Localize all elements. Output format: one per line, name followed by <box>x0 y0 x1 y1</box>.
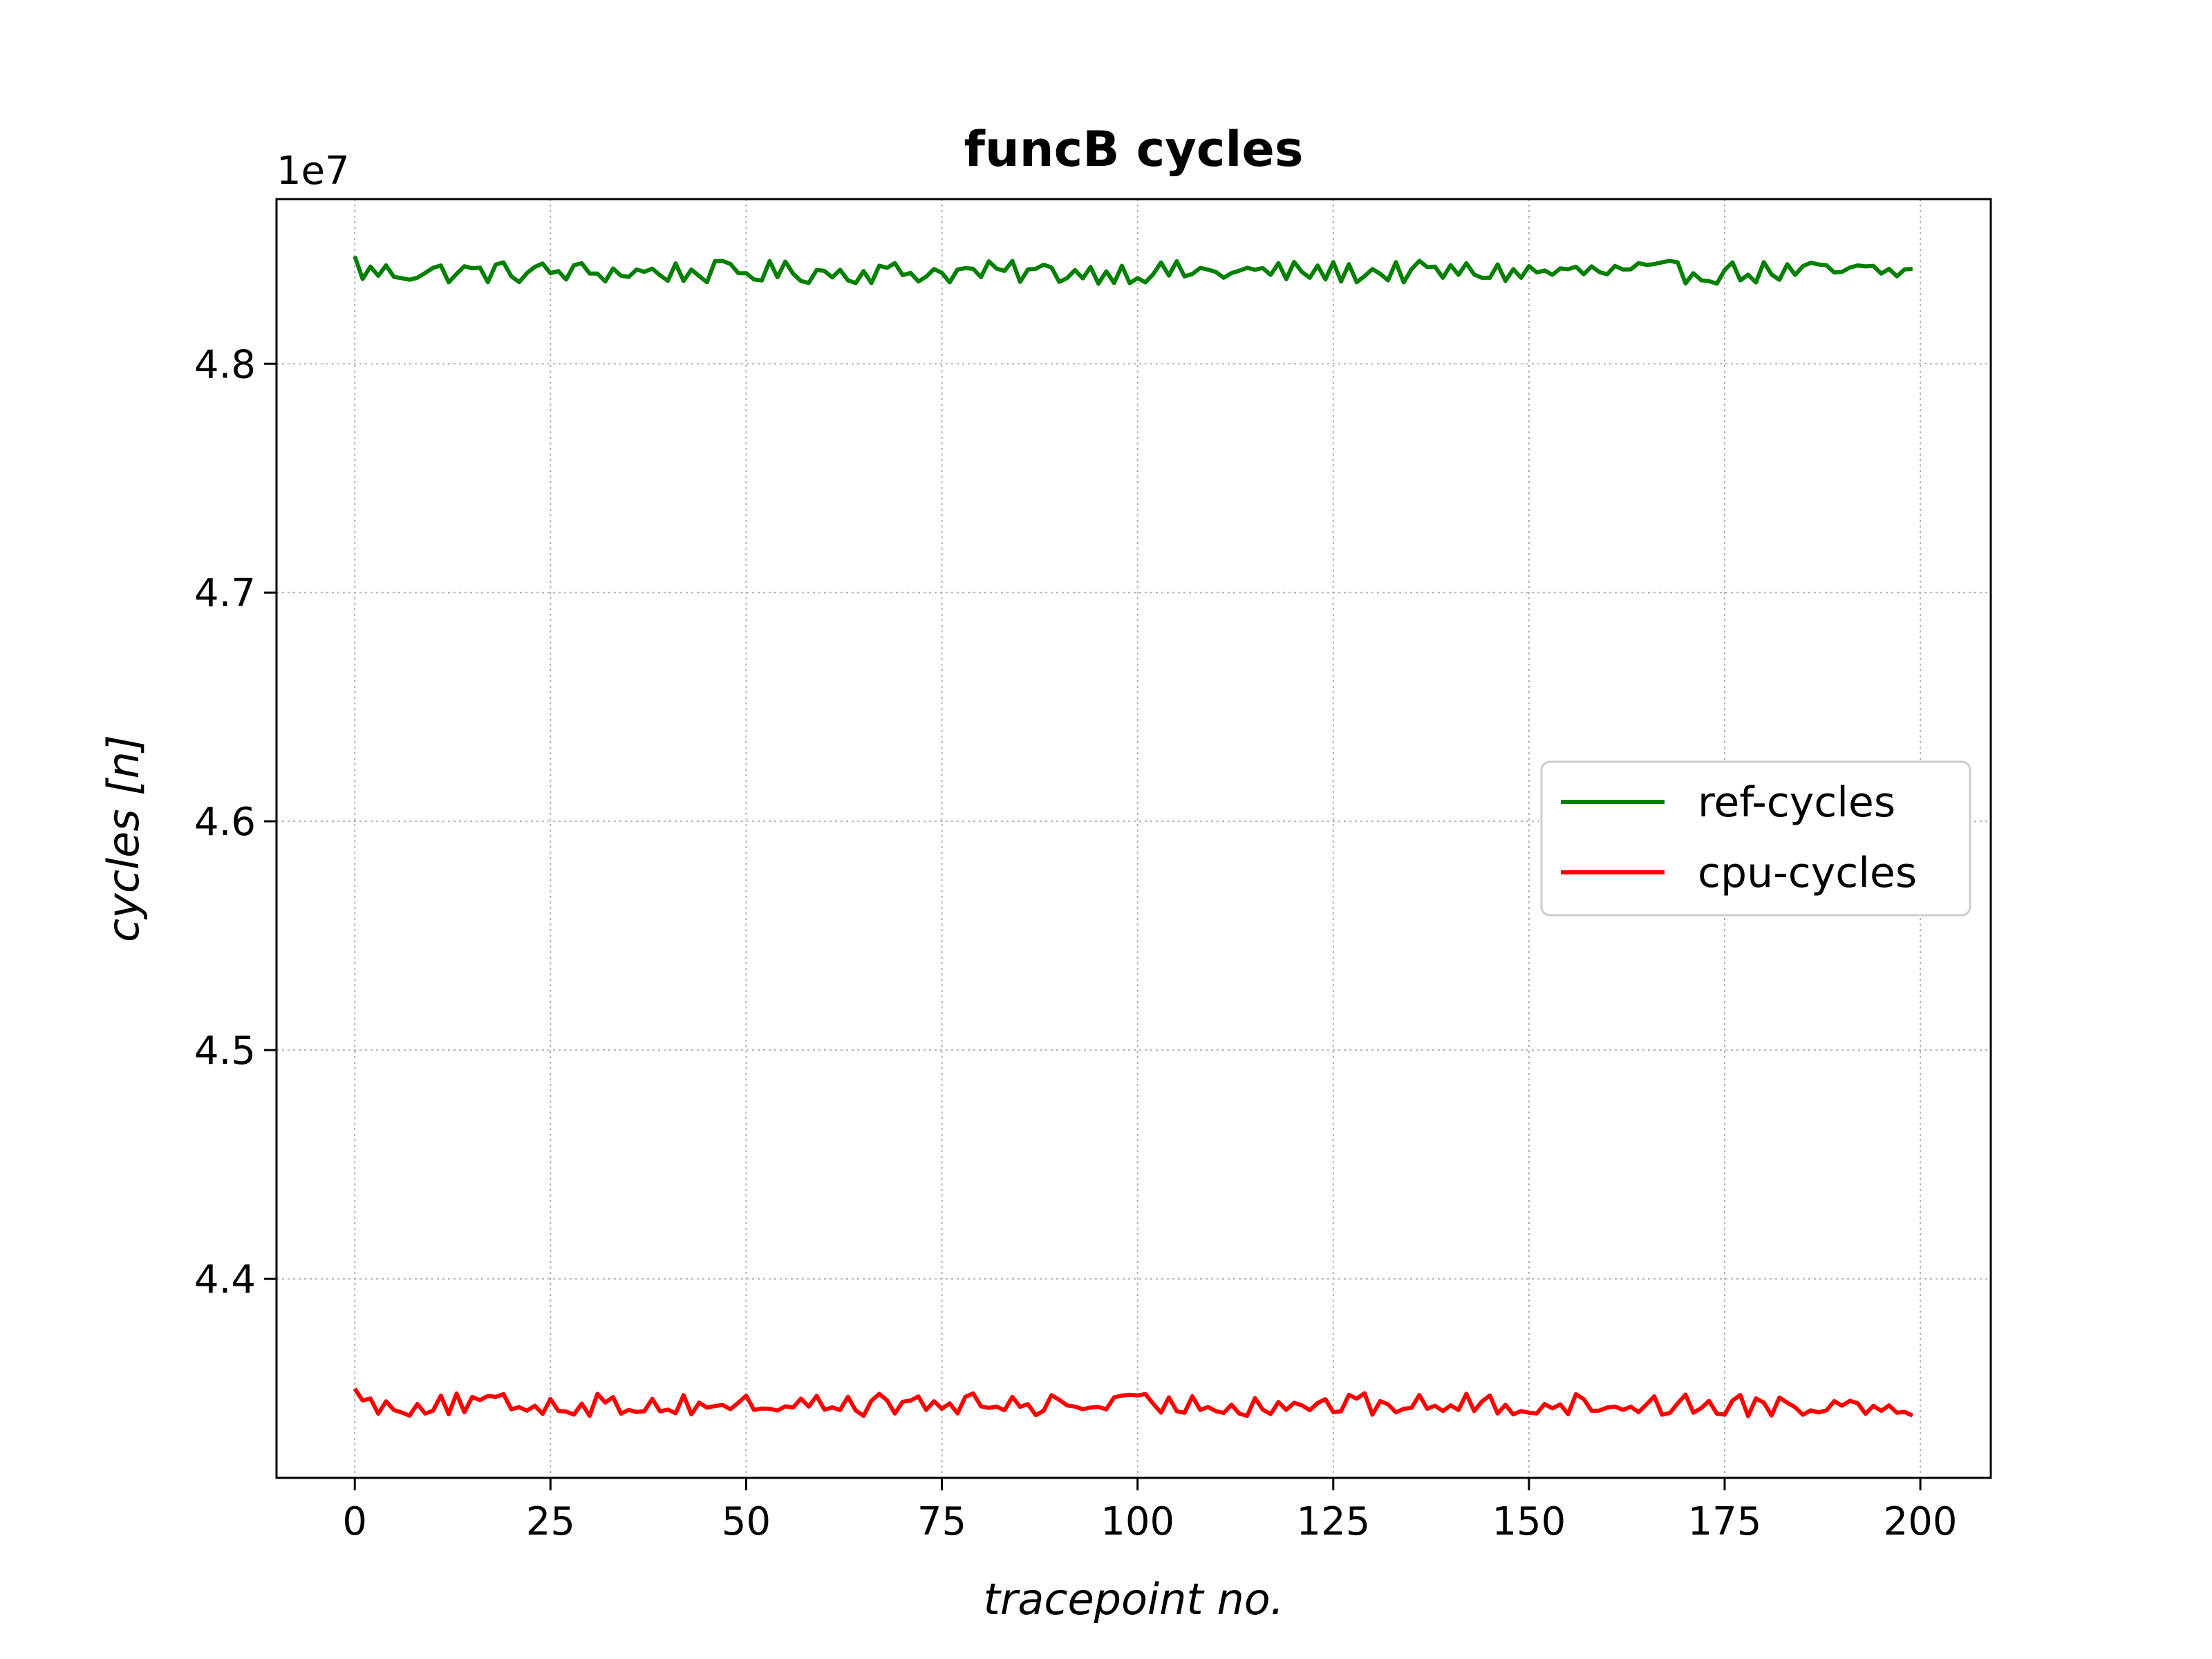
x-tick-label: 200 <box>1884 1499 1958 1544</box>
series-line-cpu-cycles <box>353 1387 1914 1418</box>
grid <box>276 199 1991 1478</box>
x-tick-label: 0 <box>342 1499 367 1544</box>
x-axis-label: tracepoint no. <box>984 1574 1284 1624</box>
x-tick-label: 75 <box>917 1499 966 1544</box>
x-tick-label: 25 <box>526 1499 575 1544</box>
plot-frame <box>275 198 1992 1479</box>
axis-ticks: 0 25 50 75 100 125 150 175 200 4.4 4.5 4.6 4.7 4.8 <box>194 342 1958 1544</box>
series-line-ref-cycles <box>353 255 1913 286</box>
series-layer <box>353 255 1914 1418</box>
x-tick-label: 150 <box>1492 1499 1566 1544</box>
legend-label-cpu-cycles: cpu-cycles <box>1698 849 1917 897</box>
x-tick-label: 175 <box>1688 1499 1762 1544</box>
y-tick-label: 4.7 <box>194 571 256 616</box>
x-tick-label: 50 <box>722 1499 771 1544</box>
x-tick-label: 100 <box>1100 1499 1174 1544</box>
y-axis-label: cycles [n] <box>98 735 149 942</box>
y-tick-label: 4.4 <box>194 1257 256 1302</box>
y-tick-label: 4.6 <box>194 800 256 845</box>
legend-label-ref-cycles: ref-cycles <box>1698 778 1895 827</box>
y-tick-label: 4.5 <box>194 1029 256 1074</box>
y-offset-label: 1e7 <box>276 149 350 194</box>
legend: ref-cycles cpu-cycles <box>1540 760 1971 917</box>
chart-title: funcB cycles <box>964 121 1303 178</box>
x-tick-label: 125 <box>1296 1499 1370 1544</box>
y-tick-label: 4.8 <box>194 342 256 387</box>
